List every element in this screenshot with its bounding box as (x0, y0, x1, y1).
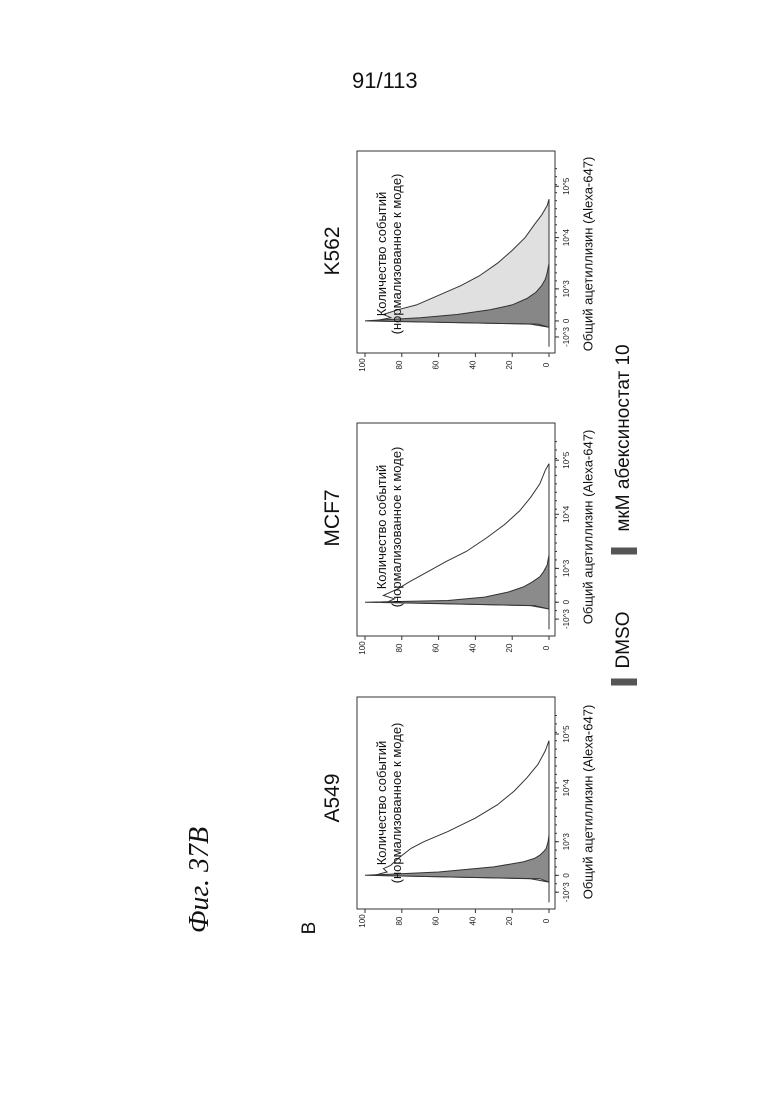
chart-title-k562: K562 (321, 226, 345, 275)
y-axis-label-line1: Количество событий (374, 174, 389, 335)
y-tick-label: 0 (542, 362, 551, 367)
chart-title-mcf7: MCF7 (321, 489, 345, 546)
x-tick-label: 10^3 (562, 280, 571, 298)
legend-swatch-dmso (611, 679, 637, 686)
y-tick-label: 100 (358, 914, 367, 928)
x-tick-label: 10^5 (562, 725, 571, 743)
y-tick-label: 0 (542, 918, 551, 923)
y-tick-label: 100 (358, 641, 367, 655)
y-tick-label: 80 (395, 360, 404, 369)
y-axis-label-line2: (нормализованное к моде) (389, 174, 404, 335)
y-tick-label: 60 (432, 643, 441, 652)
x-tick-label: -10^3 (562, 327, 571, 347)
x-tick-label: 10^3 (562, 559, 571, 577)
y-tick-label: 20 (505, 916, 514, 925)
y-axis-label-a549: Количество событий (нормализованное к мо… (374, 723, 404, 884)
y-axis-label-line2: (нормализованное к моде) (389, 723, 404, 884)
x-tick-label: 10^4 (562, 228, 571, 246)
y-axis-label-k562: Количество событий (нормализованное к мо… (374, 174, 404, 335)
x-axis-label-a549: Общий ацетиллизин (Alexa-647) (581, 705, 596, 900)
x-tick-label: 10^4 (562, 505, 571, 523)
x-tick-label: 0 (562, 873, 571, 878)
chart-title-a549: A549 (321, 773, 345, 822)
x-axis-label-mcf7: Общий ацетиллизин (Alexa-647) (581, 430, 596, 625)
x-tick-label: -10^3 (562, 882, 571, 902)
x-tick-label: 10^3 (562, 833, 571, 851)
y-tick-label: 60 (432, 360, 441, 369)
x-tick-label: 0 (562, 318, 571, 323)
y-tick-label: 100 (358, 358, 367, 372)
x-tick-label: -10^3 (562, 609, 571, 629)
y-tick-label: 40 (468, 916, 477, 925)
y-tick-label: 60 (432, 916, 441, 925)
y-axis-label-line1: Количество событий (374, 447, 389, 608)
y-axis-label-line2: (нормализованное к моде) (389, 447, 404, 608)
legend-label-abexinostat: мкМ абексиностат 10 (613, 344, 635, 531)
y-tick-label: 40 (468, 643, 477, 652)
y-axis-label-mcf7: Количество событий (нормализованное к мо… (374, 447, 404, 608)
x-tick-label: 10^5 (562, 177, 571, 195)
x-tick-label: 10^5 (562, 451, 571, 469)
x-axis-label-k562: Общий ацетиллизин (Alexa-647) (581, 157, 596, 352)
x-tick-label: 0 (562, 599, 571, 604)
legend-label-dmso: DMSO (613, 612, 635, 669)
x-tick-label: 10^4 (562, 779, 571, 797)
y-axis-label-line1: Количество событий (374, 723, 389, 884)
y-tick-label: 80 (395, 916, 404, 925)
y-tick-label: 20 (505, 360, 514, 369)
y-tick-label: 80 (395, 643, 404, 652)
y-tick-label: 0 (542, 645, 551, 650)
y-tick-label: 20 (505, 643, 514, 652)
y-tick-label: 40 (468, 360, 477, 369)
legend-swatch-abexinostat (611, 548, 637, 555)
